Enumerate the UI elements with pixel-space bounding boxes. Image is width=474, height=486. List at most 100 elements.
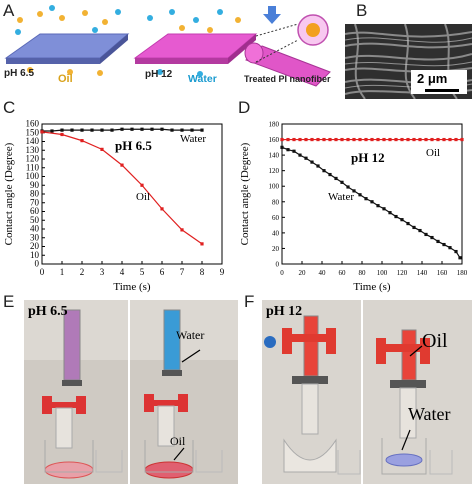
data-point-water bbox=[100, 128, 104, 132]
data-point-oil bbox=[388, 137, 392, 142]
panel-c-label: C bbox=[3, 98, 16, 117]
y-tick-label: 160 bbox=[269, 136, 280, 144]
data-point-water bbox=[322, 169, 326, 173]
series-label-water: Water bbox=[180, 133, 206, 145]
x-tick-label: 0 bbox=[40, 267, 45, 277]
chart-inner-label: pH 12 bbox=[351, 150, 385, 165]
data-point-oil bbox=[460, 137, 464, 142]
water-label-f: Water bbox=[408, 404, 451, 424]
panel-b-label: B bbox=[356, 1, 368, 20]
panel-d-label: D bbox=[238, 98, 251, 117]
water-label-e: Water bbox=[176, 328, 205, 342]
x-tick-label: 100 bbox=[377, 269, 388, 277]
data-point-water bbox=[160, 127, 164, 131]
data-point-water bbox=[388, 211, 392, 215]
data-point-water bbox=[370, 200, 374, 204]
y-tick-label: 20 bbox=[30, 241, 40, 251]
data-point-water bbox=[140, 127, 144, 131]
data-point-oil bbox=[100, 147, 104, 151]
data-point-oil bbox=[334, 137, 338, 142]
data-point-water bbox=[376, 204, 380, 208]
x-tick-label: 4 bbox=[120, 267, 125, 277]
data-point-water bbox=[180, 128, 184, 132]
panel-f-label: F bbox=[244, 292, 255, 311]
data-point-water bbox=[80, 128, 84, 132]
y-tick-label: 60 bbox=[272, 214, 280, 222]
x-tick-label: 180 bbox=[457, 269, 468, 277]
x-tick-label: 7 bbox=[180, 267, 185, 277]
data-point-water bbox=[352, 189, 356, 193]
oil-label-a: Oil bbox=[58, 73, 73, 85]
data-point-oil bbox=[328, 137, 332, 142]
x-tick-label: 160 bbox=[437, 269, 448, 277]
data-point-water bbox=[394, 214, 398, 219]
data-point-water bbox=[382, 207, 386, 211]
data-point-oil bbox=[370, 137, 374, 142]
ph65-label: pH 6.5 bbox=[4, 68, 35, 79]
sem-image: 2 μm bbox=[345, 24, 472, 99]
data-point-water bbox=[364, 197, 368, 201]
data-point-water bbox=[110, 128, 114, 132]
chart-ph12: 0 20 40 60 80 100 120 140 160 180 0 20 40 60 80 100 120 1… bbox=[239, 121, 468, 294]
data-point-water bbox=[170, 128, 174, 132]
x-axis-label: Time (s) bbox=[113, 281, 151, 293]
data-point-water bbox=[310, 160, 314, 164]
x-tick-label: 20 bbox=[299, 269, 307, 277]
x-tick-label: 60 bbox=[339, 269, 347, 277]
data-point-oil bbox=[448, 137, 452, 142]
data-point-water bbox=[340, 180, 344, 184]
x-tick-label: 40 bbox=[319, 269, 327, 277]
plot-frame bbox=[281, 123, 463, 265]
data-point-oil bbox=[406, 137, 410, 142]
x-tick-label: 1 bbox=[60, 267, 65, 277]
y-tick-label: 140 bbox=[269, 152, 280, 160]
data-point-water bbox=[328, 172, 332, 177]
y-tick-label: 60 bbox=[30, 206, 40, 216]
ph65-label-e: pH 6.5 bbox=[28, 304, 68, 319]
data-point-water bbox=[346, 185, 350, 189]
x-tick-label: 80 bbox=[359, 269, 367, 277]
data-point-oil bbox=[140, 183, 144, 187]
data-point-water bbox=[358, 193, 362, 197]
x-tick-label: 0 bbox=[280, 269, 284, 277]
scale-bar bbox=[425, 89, 459, 92]
data-point-oil bbox=[292, 137, 296, 142]
data-point-water bbox=[60, 128, 64, 132]
data-point-water bbox=[448, 246, 452, 250]
data-point-oil bbox=[340, 137, 344, 142]
data-point-oil bbox=[412, 137, 416, 142]
y-tick-label: 130 bbox=[26, 145, 40, 155]
x-tick-label: 120 bbox=[397, 269, 408, 277]
x-tick-label: 6 bbox=[160, 267, 165, 277]
y-tick-label: 40 bbox=[272, 229, 280, 237]
data-point-water bbox=[190, 128, 194, 132]
data-point-water bbox=[316, 164, 320, 168]
data-point-water bbox=[442, 242, 446, 247]
data-point-water bbox=[90, 128, 94, 132]
y-tick-label: 70 bbox=[30, 197, 40, 207]
data-point-water bbox=[412, 225, 416, 230]
data-point-oil bbox=[310, 137, 314, 142]
y-tick-label: 0 bbox=[35, 259, 40, 269]
chart-ph65: 0 1 2 3 4 5 6 7 8 9010203040506070809010011012013… bbox=[3, 119, 225, 294]
data-point-water bbox=[120, 127, 124, 131]
arrow-down-icon bbox=[263, 6, 281, 24]
y-tick-label: 50 bbox=[30, 215, 40, 225]
y-tick-label: 10 bbox=[30, 250, 40, 260]
data-point-water bbox=[298, 153, 302, 157]
x-tick-label: 5 bbox=[140, 267, 145, 277]
y-tick-label: 120 bbox=[26, 154, 40, 164]
data-point-water bbox=[304, 156, 308, 160]
data-point-oil bbox=[200, 242, 204, 246]
ph12-label-a: pH 12 bbox=[145, 69, 173, 80]
treated-pi-caption: Treated PI nanofiber bbox=[244, 74, 331, 84]
droplets-left bbox=[17, 10, 108, 76]
data-point-oil bbox=[180, 228, 184, 232]
data-point-water bbox=[454, 249, 458, 254]
ph12-label-f: pH 12 bbox=[266, 304, 303, 319]
x-tick-label: 8 bbox=[200, 267, 205, 277]
y-tick-label: 30 bbox=[30, 232, 40, 242]
y-tick-label: 110 bbox=[26, 162, 40, 172]
y-tick-label: 100 bbox=[269, 183, 280, 191]
y-tick-label: 80 bbox=[272, 198, 280, 206]
